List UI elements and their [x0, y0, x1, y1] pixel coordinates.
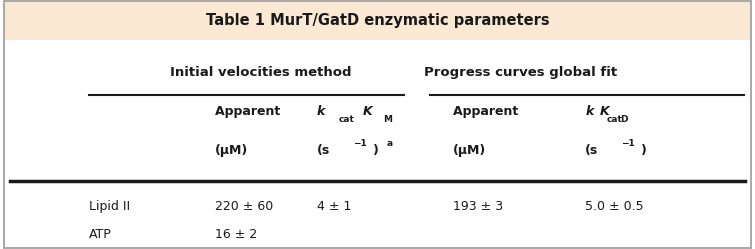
Text: Apparent: Apparent [215, 105, 285, 118]
Text: k: k [585, 105, 593, 118]
Text: 16 ± 2: 16 ± 2 [215, 228, 257, 241]
Text: Lipid II: Lipid II [89, 200, 130, 213]
Text: (s: (s [317, 144, 331, 157]
Text: −1: −1 [353, 139, 366, 148]
Text: −1: −1 [621, 139, 634, 148]
Text: k: k [317, 105, 325, 118]
Text: ATP: ATP [89, 228, 112, 241]
Text: K: K [362, 105, 372, 118]
Text: D: D [621, 115, 628, 124]
Text: Progress curves global fit: Progress curves global fit [424, 66, 618, 79]
Text: 220 ± 60: 220 ± 60 [215, 200, 273, 213]
Text: ): ) [373, 144, 379, 157]
Text: cat: cat [606, 115, 622, 124]
Text: 5.0 ± 0.5: 5.0 ± 0.5 [585, 200, 644, 213]
Text: a: a [387, 139, 393, 148]
Text: K: K [600, 105, 610, 118]
Text: ): ) [641, 144, 647, 157]
Text: cat: cat [338, 115, 354, 124]
Text: 193 ± 3: 193 ± 3 [453, 200, 503, 213]
Text: Table 1 MurT/GatD enzymatic parameters: Table 1 MurT/GatD enzymatic parameters [205, 13, 550, 28]
Text: (μM): (μM) [215, 144, 248, 157]
Text: 4 ± 1: 4 ± 1 [317, 200, 352, 213]
Text: Apparent: Apparent [453, 105, 522, 118]
Text: Initial velocities method: Initial velocities method [170, 66, 351, 79]
FancyBboxPatch shape [4, 1, 751, 40]
Text: (μM): (μM) [453, 144, 486, 157]
Text: M: M [383, 115, 392, 124]
FancyBboxPatch shape [4, 40, 751, 248]
Text: (s: (s [585, 144, 599, 157]
